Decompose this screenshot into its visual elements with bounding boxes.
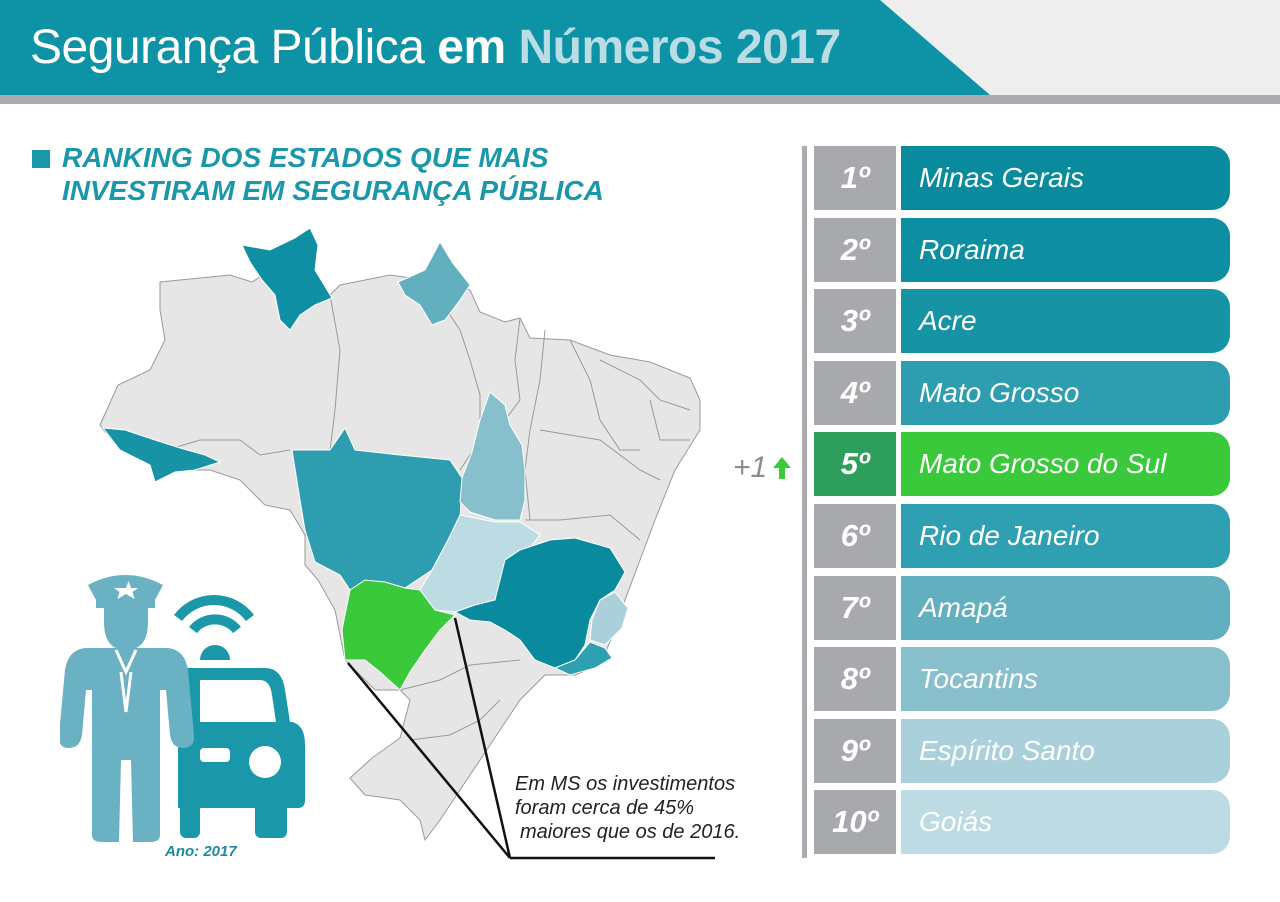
rank-state-name: Roraima bbox=[901, 218, 1230, 282]
rank-position: 3º bbox=[814, 289, 896, 353]
rank-position: 10º bbox=[814, 790, 896, 854]
title-part-1: Segurança Pública bbox=[30, 21, 425, 74]
ranking-item: 2º Roraima bbox=[814, 218, 1232, 282]
ranking-item: 3º Acre bbox=[814, 289, 1232, 353]
rank-position: 4º bbox=[814, 361, 896, 425]
state-acre bbox=[101, 427, 222, 483]
callout-line-1: Em MS os investimentos bbox=[515, 773, 736, 795]
state-rio-de-janeiro bbox=[553, 641, 613, 676]
officer-details bbox=[114, 581, 138, 713]
state-espirito-santo bbox=[589, 591, 629, 646]
ranking-divider bbox=[802, 146, 807, 858]
rank-state-name: Mato Grosso bbox=[901, 361, 1230, 425]
rank-state-name: Goiás bbox=[901, 790, 1230, 854]
ranking-item: 1º Minas Gerais bbox=[814, 146, 1232, 210]
callout-lines bbox=[347, 617, 715, 860]
ranking-list: 1º Minas Gerais 2º Roraima 3º Acre 4º Ma… bbox=[814, 146, 1234, 858]
state-tocantins bbox=[459, 391, 526, 521]
header-stripe bbox=[0, 95, 1280, 104]
header-band bbox=[0, 0, 990, 95]
rank-position: 2º bbox=[814, 218, 896, 282]
year-label: Ano: 2017 bbox=[165, 843, 237, 860]
title-part-3: Números 2017 bbox=[518, 21, 842, 74]
rank-state-name: Minas Gerais bbox=[901, 146, 1230, 210]
rank-state-name: Mato Grosso do Sul bbox=[901, 432, 1230, 496]
ranking-item: 9º Espírito Santo bbox=[814, 719, 1232, 783]
ranking-item: 8º Tocantins bbox=[814, 647, 1232, 711]
section-title: RANKING DOS ESTADOS QUE MAIS INVESTIRAM … bbox=[62, 141, 662, 207]
up-arrow-icon bbox=[773, 457, 791, 479]
ranking-item-highlighted: 5º Mato Grosso do Sul bbox=[814, 432, 1232, 496]
rank-position: 9º bbox=[814, 719, 896, 783]
callout-line-2: foram cerca de 45% bbox=[515, 797, 694, 819]
section-title-line-1: RANKING DOS ESTADOS QUE MAIS bbox=[62, 142, 549, 173]
ranking-item: 4º Mato Grosso bbox=[814, 361, 1232, 425]
car-windows bbox=[200, 680, 281, 778]
state-roraima bbox=[241, 227, 333, 331]
rank-position: 6º bbox=[814, 504, 896, 568]
section-bullet-icon bbox=[32, 150, 50, 168]
rank-position: 7º bbox=[814, 576, 896, 640]
rank-state-name: Acre bbox=[901, 289, 1230, 353]
rank-state-name: Espírito Santo bbox=[901, 719, 1230, 783]
rank-change-text: +1 bbox=[733, 451, 768, 484]
section-title-line-2: INVESTIRAM EM SEGURANÇA PÚBLICA bbox=[62, 175, 604, 206]
ranking-item: 7º Amapá bbox=[814, 576, 1232, 640]
police-car-illustration bbox=[60, 575, 305, 842]
ranking-item: 6º Rio de Janeiro bbox=[814, 504, 1232, 568]
rank-position: 1º bbox=[814, 146, 896, 210]
page-title: Segurança Pública em Números 2017 bbox=[30, 18, 841, 78]
title-part-2: em bbox=[437, 21, 506, 74]
rank-state-name: Amapá bbox=[901, 576, 1230, 640]
state-amapa bbox=[397, 240, 471, 326]
ranking-item: 10º Goiás bbox=[814, 790, 1232, 854]
callout-line-3: maiores que os de 2016. bbox=[520, 821, 741, 843]
rank-position: 5º bbox=[814, 432, 896, 496]
police-officer-icon bbox=[60, 575, 195, 842]
brazil-map bbox=[99, 227, 715, 860]
callout-text: Em MS os investimentos foram cerca de 45… bbox=[515, 772, 785, 844]
state-mato-grosso-do-sul bbox=[341, 579, 456, 691]
rank-state-name: Rio de Janeiro bbox=[901, 504, 1230, 568]
rank-state-name: Tocantins bbox=[901, 647, 1230, 711]
rank-position: 8º bbox=[814, 647, 896, 711]
